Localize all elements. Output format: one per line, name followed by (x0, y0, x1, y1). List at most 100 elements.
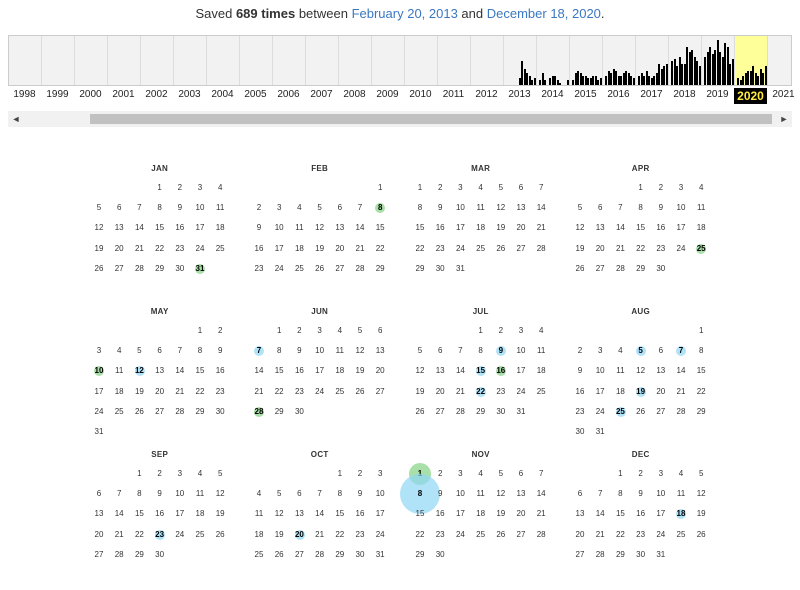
year-label-2011[interactable]: 2011 (442, 89, 465, 100)
calendar-day[interactable]: 12 (134, 366, 144, 376)
year-label-2003[interactable]: 2003 (178, 89, 201, 100)
year-column-2019[interactable] (702, 36, 735, 85)
capture-marker[interactable] (254, 406, 265, 417)
capture-marker[interactable] (475, 366, 486, 377)
year-label-2020[interactable]: 2020 (734, 88, 767, 104)
last-capture-link[interactable]: December 18, 2020 (486, 6, 601, 21)
calendar-day[interactable]: 25 (696, 243, 706, 253)
year-column-2013[interactable] (504, 36, 537, 85)
year-column-2010[interactable] (405, 36, 438, 85)
calendar-day[interactable]: 7 (256, 346, 262, 356)
capture-marker[interactable] (676, 509, 687, 520)
calendar-day[interactable]: 9 (498, 346, 504, 356)
year-column-2002[interactable] (141, 36, 174, 85)
summary-and: and (457, 6, 487, 21)
year-label-1999[interactable]: 1999 (46, 89, 69, 100)
calendar-day[interactable]: 16 (496, 366, 506, 376)
year-label-2021[interactable]: 2021 (772, 89, 795, 100)
year-label-2014[interactable]: 2014 (541, 89, 564, 100)
capture-marker[interactable] (375, 203, 386, 214)
calendar-day[interactable]: 7 (678, 346, 684, 356)
calendar-day[interactable]: 31 (195, 263, 205, 273)
calendar-day[interactable]: 18 (676, 509, 686, 519)
year-label-2008[interactable]: 2008 (343, 89, 366, 100)
year-column-2004[interactable] (207, 36, 240, 85)
capture-marker[interactable] (635, 346, 646, 357)
calendar-day[interactable]: 20 (294, 529, 304, 539)
year-label-2015[interactable]: 2015 (574, 89, 597, 100)
year-column-1999[interactable] (42, 36, 75, 85)
year-column-2018[interactable] (669, 36, 702, 85)
year-label-2016[interactable]: 2016 (607, 89, 630, 100)
scroll-left-icon[interactable]: ◄ (11, 114, 21, 124)
capture-marker[interactable] (615, 406, 626, 417)
year-column-2008[interactable] (339, 36, 372, 85)
year-column-2016[interactable] (603, 36, 636, 85)
capture-marker[interactable] (254, 346, 265, 357)
year-label-2007[interactable]: 2007 (310, 89, 333, 100)
capture-marker[interactable] (294, 529, 305, 540)
year-column-2007[interactable] (306, 36, 339, 85)
calendar-day: 14 (175, 366, 185, 376)
calendar-day: 1 (638, 183, 643, 192)
capture-marker[interactable] (400, 474, 441, 515)
calendar-day[interactable]: 19 (636, 386, 646, 396)
capture-marker[interactable] (696, 243, 707, 254)
capture-marker[interactable] (475, 386, 486, 397)
year-label-2000[interactable]: 2000 (79, 89, 102, 100)
calendar-day[interactable]: 8 (377, 203, 383, 213)
year-column-2006[interactable] (273, 36, 306, 85)
calendar-day[interactable]: 1 (410, 466, 430, 482)
calendar-day: 16 (294, 366, 304, 376)
month-feb: FEB 1 2 3 4 5 6 7 8 9 10 11 12 13 14 15 16 17 18 19 20 21 22 23… (249, 164, 399, 304)
year-column-2009[interactable] (372, 36, 405, 85)
year-label-2019[interactable]: 2019 (706, 89, 729, 100)
year-label-2012[interactable]: 2012 (475, 89, 498, 100)
year-label-2001[interactable]: 2001 (112, 89, 135, 100)
capture-marker[interactable] (195, 263, 206, 274)
year-column-1998[interactable] (9, 36, 42, 85)
timeline-scrollbar[interactable]: ◄ ► (8, 111, 792, 127)
year-label-2005[interactable]: 2005 (244, 89, 267, 100)
year-label-2018[interactable]: 2018 (673, 89, 696, 100)
calendar-day[interactable]: 25 (615, 406, 625, 416)
year-column-2017[interactable] (636, 36, 669, 85)
capture-marker[interactable] (635, 386, 646, 397)
year-label-1998[interactable]: 1998 (13, 89, 36, 100)
capture-sparkline[interactable] (8, 35, 792, 86)
calendar-day: 30 (155, 549, 165, 559)
capture-marker[interactable] (154, 529, 165, 540)
year-label-2002[interactable]: 2002 (145, 89, 168, 100)
calendar-day[interactable]: 23 (155, 529, 165, 539)
capture-marker[interactable] (94, 366, 105, 377)
year-column-2012[interactable] (471, 36, 504, 85)
capture-marker[interactable] (495, 366, 506, 377)
year-label-2006[interactable]: 2006 (277, 89, 300, 100)
year-column-2015[interactable] (570, 36, 603, 85)
calendar-day[interactable]: 28 (254, 406, 264, 416)
capture-marker[interactable] (134, 366, 145, 377)
year-label-2017[interactable]: 2017 (640, 89, 663, 100)
calendar-day: 28 (175, 406, 185, 416)
year-label-2010[interactable]: 2010 (409, 89, 432, 100)
year-column-2000[interactable] (75, 36, 108, 85)
year-column-2014[interactable] (537, 36, 570, 85)
year-column-2011[interactable] (438, 36, 471, 85)
calendar-day[interactable]: 22 (476, 386, 486, 396)
year-column-2005[interactable] (240, 36, 273, 85)
calendar-day[interactable]: 15 (476, 366, 486, 376)
year-column-2021[interactable] (768, 36, 800, 85)
year-column-2001[interactable] (108, 36, 141, 85)
year-column-2003[interactable] (174, 36, 207, 85)
calendar-day[interactable]: 10 (94, 366, 104, 376)
year-label-2009[interactable]: 2009 (376, 89, 399, 100)
calendar-day[interactable]: 8 (417, 489, 423, 499)
year-label-2004[interactable]: 2004 (211, 89, 234, 100)
calendar-day[interactable]: 5 (638, 346, 643, 356)
first-capture-link[interactable]: February 20, 2013 (351, 6, 458, 21)
scroll-thumb[interactable] (90, 114, 772, 124)
capture-marker[interactable] (676, 346, 687, 357)
year-label-2013[interactable]: 2013 (508, 89, 531, 100)
capture-marker[interactable] (495, 346, 506, 357)
scroll-right-icon[interactable]: ► (779, 114, 789, 124)
